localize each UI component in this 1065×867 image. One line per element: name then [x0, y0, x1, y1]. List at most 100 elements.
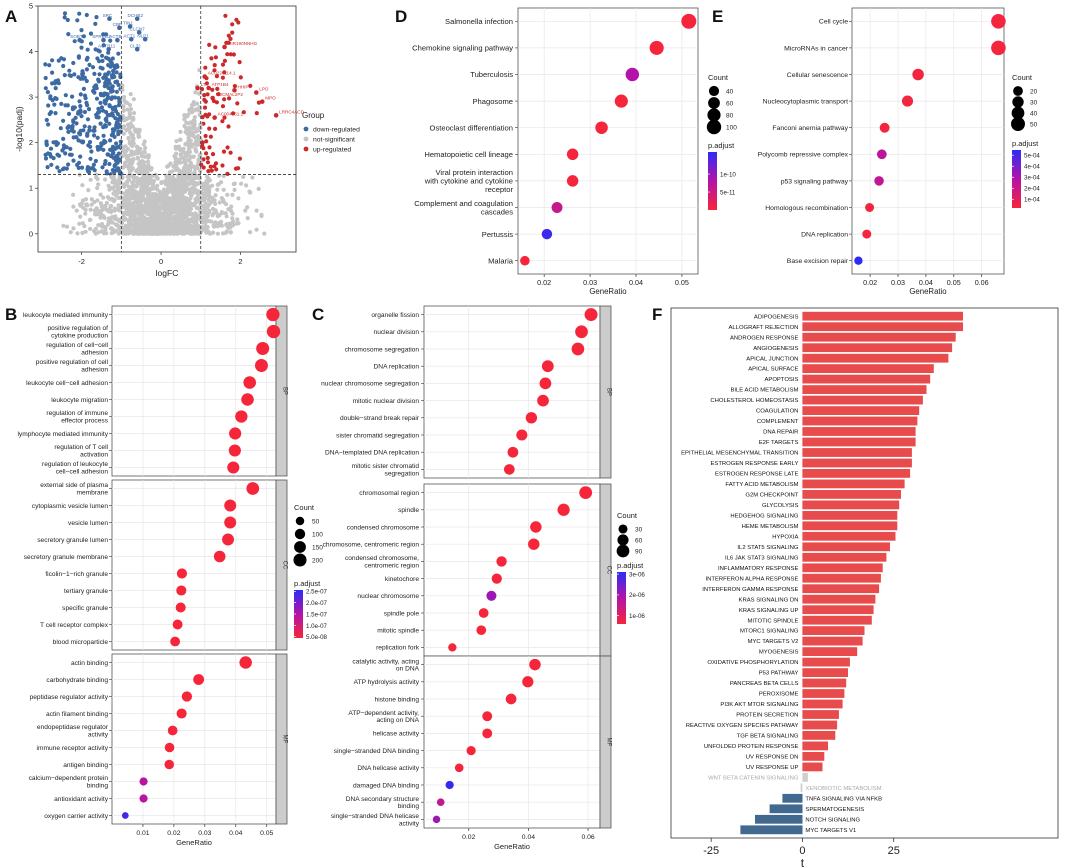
- volcano-labeled-point: [136, 30, 142, 35]
- go-b-facet-strip-label: CC: [282, 561, 288, 570]
- kegg-d-dot-complement-and-coagulation-cascades: [551, 202, 563, 213]
- kegg-e-dot-base-excision-repair: [854, 256, 863, 265]
- volcano-labeled-point: [101, 37, 106, 43]
- hallmark-bar-oxidative-phosphorylation: [802, 657, 850, 667]
- volcano-point-down: [107, 161, 112, 167]
- volcano-point-up: [232, 84, 237, 89]
- go-c-term-label-dna-secondary-structure-binding: DNA secondary structure binding: [346, 796, 420, 810]
- volcano-point-down: [67, 68, 72, 73]
- volcano-point-down: [107, 81, 112, 86]
- volcano-point-down: [62, 15, 67, 20]
- go-c-dot-damaged-dna-binding: [445, 780, 454, 790]
- kegg-e-dot-p53-signaling-pathway: [874, 176, 884, 186]
- volcano-point-down: [62, 73, 67, 78]
- volcano-point-ns: [128, 92, 133, 97]
- kegg-e-size-legend-label: 20: [1030, 89, 1038, 96]
- volcano-point-ns: [161, 187, 167, 192]
- volcano-point-ns: [127, 141, 132, 146]
- volcano-point-down: [104, 82, 109, 87]
- volcano-point-ns: [172, 222, 177, 227]
- volcano-point-ns: [186, 221, 191, 226]
- volcano-point-ns: [184, 207, 189, 212]
- volcano-point-down: [90, 65, 96, 70]
- volcano-point-ns: [224, 229, 229, 234]
- volcano-point-ns: [61, 223, 66, 228]
- hallmark-label-protein-secretion: PROTEIN SECRETION: [736, 713, 798, 719]
- volcano-point-down: [60, 167, 66, 172]
- volcano-xtick-label: 2: [238, 257, 242, 266]
- volcano-point-down: [117, 97, 122, 102]
- hallmark-label-estrogen-response-late: ESTROGEN RESPONSE LATE: [715, 472, 798, 478]
- go-b-term-label-oxygen-carrier-activity: oxygen carrier activity: [44, 813, 108, 820]
- volcano-point-ns: [127, 167, 132, 172]
- volcano-point-down: [90, 165, 95, 171]
- volcano-point-ns: [187, 208, 192, 213]
- go-c-dot-nuclear-chromosome-segregation: [539, 377, 552, 390]
- volcano-point-ns: [111, 199, 116, 204]
- go-b-term-label-tertiary-granule: tertiary granule: [64, 588, 108, 595]
- volcano-gene-label: ACTB: [109, 34, 121, 39]
- volcano-gene-label: SOBT1: [70, 34, 86, 39]
- go-b-dot-antioxidant-activity: [139, 794, 148, 803]
- volcano-legend-title: Group: [302, 111, 325, 120]
- volcano-point-ns: [139, 176, 144, 181]
- volcano-point-ns: [118, 229, 123, 234]
- volcano-point-ns: [181, 215, 186, 220]
- hallmark-label-tnfa-signaling-via-nfkb: TNFA SIGNALING VIA NFKB: [805, 796, 882, 802]
- kegg-d-term-label-complement-and-coagulation-cascades: Complement and coagulation cascades: [414, 199, 513, 217]
- volcano-point-down: [92, 128, 97, 133]
- go-b-dot-regulation-of-leukocyte-cell-cell-adhesi: [227, 461, 240, 474]
- volcano-point-down: [85, 133, 90, 138]
- volcano-point-down: [83, 96, 88, 101]
- volcano-point-ns: [124, 156, 129, 161]
- hallmark-label-wnt-beta-catenin-signaling: WNT BETA CATENIN SIGNALING: [708, 775, 799, 781]
- volcano-point-up: [207, 145, 212, 150]
- go-b-dot-t-cell-receptor-complex: [172, 619, 183, 630]
- volcano-point-ns: [192, 134, 197, 140]
- volcano-point-down: [57, 153, 62, 158]
- volcano-point-down: [77, 11, 82, 16]
- volcano-legend-dot: [303, 126, 309, 132]
- volcano-point-down: [57, 169, 62, 174]
- volcano-point-down: [61, 63, 66, 69]
- kegg-d-size-legend-dot: [708, 85, 720, 97]
- volcano-point-up: [213, 55, 218, 60]
- volcano-point-ns: [145, 180, 150, 185]
- volcano-point-ns: [135, 183, 140, 188]
- panel-letter-d: D: [395, 7, 407, 26]
- volcano-point-down: [105, 152, 110, 157]
- volcano-point-ns: [189, 106, 194, 111]
- go-b-xtick-label: 0.03: [198, 830, 211, 837]
- volcano-point-up: [225, 52, 230, 57]
- volcano-point-ns: [120, 225, 125, 230]
- panel-c-go-dotplot: BP organelle fission nuclear division chrom…: [321, 305, 645, 851]
- volcano-point-ns: [215, 187, 220, 192]
- hallmark-label-myc-targets-v2: MYC TARGETS V2: [748, 639, 799, 645]
- volcano-point-down: [100, 58, 105, 64]
- volcano-point-ns: [149, 197, 154, 202]
- go-b-term-label-immune-receptor-activity: immune receptor activity: [37, 745, 109, 752]
- volcano-y-axis-title: -log10(padj): [14, 106, 24, 152]
- volcano-point-ns: [177, 221, 182, 226]
- volcano-point-ns: [193, 230, 198, 235]
- volcano-point-up: [200, 115, 205, 120]
- volcano-gene-label: AC004061.1: [218, 112, 244, 117]
- volcano-point-ns: [161, 190, 166, 195]
- volcano-point-ns: [137, 161, 142, 166]
- go-c-facet-strip-label: BP: [606, 388, 612, 396]
- go-c-color-legend-title: p.adjust: [617, 561, 644, 570]
- kegg-e-color-legend-label: 3e-04: [1024, 175, 1040, 182]
- volcano-point-ns: [96, 182, 101, 187]
- volcano-point-ns: [139, 184, 144, 189]
- volcano-point-ns: [132, 110, 137, 116]
- kegg-e-xtick-label: 0.02: [863, 278, 877, 287]
- go-c-term-label-kinetochore: kinetochore: [385, 576, 419, 583]
- hallmark-bar-hypoxia: [802, 531, 896, 541]
- volcano-point-ns: [175, 224, 180, 229]
- volcano-point-up: [231, 52, 236, 57]
- hallmark-bar-pi3k-akt-mtor-signaling: [802, 699, 843, 709]
- go-c-term-label-double-strand-break-repair: double−strand break repair: [340, 415, 420, 422]
- hallmark-label-inflammatory-response: INFLAMMATORY RESPONSE: [718, 566, 798, 572]
- volcano-point-ns: [126, 207, 131, 213]
- volcano-point-down: [113, 162, 118, 167]
